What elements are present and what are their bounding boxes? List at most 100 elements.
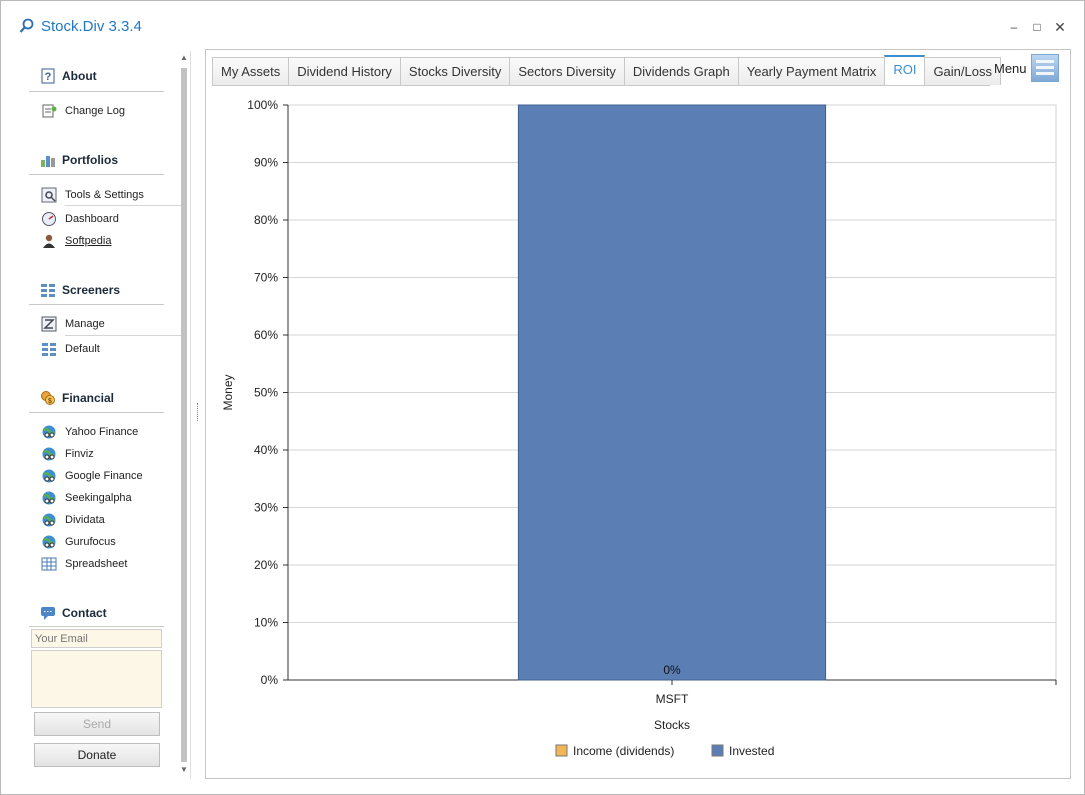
sidebar-item-label: Google Finance [65,470,143,482]
globe-icon [42,425,56,439]
scroll-down-icon[interactable]: ▼ [180,765,188,774]
email-field[interactable] [31,629,162,648]
user-icon [43,234,55,248]
sidebar-item-label: Default [65,343,100,355]
tab-yearly-payment-matrix[interactable]: Yearly Payment Matrix [737,57,886,85]
panel-splitter[interactable] [197,403,199,421]
sidebar-item-gurufocus[interactable]: Gurufocus [41,533,116,551]
legend-label: Income (dividends) [573,744,674,758]
sidebar-item-label: Softpedia [65,235,112,247]
message-textarea[interactable] [31,650,162,708]
send-button[interactable]: Send [34,712,160,736]
sidebar-item-label: Change Log [65,105,125,117]
scroll-up-icon[interactable]: ▲ [180,53,188,62]
svg-text:?: ? [45,71,52,83]
tab-sectors-diversity[interactable]: Sectors Diversity [509,57,625,85]
portfolio-icon [41,156,55,167]
divider [29,91,164,92]
manage-icon [41,316,57,332]
changelog-icon [42,104,57,118]
divider [29,174,164,175]
legend-label: Invested [729,744,774,758]
divider [29,304,164,305]
tab-divider [212,85,990,86]
sidebar-item-finviz[interactable]: Finviz [41,445,94,463]
sidebar-item-softpedia[interactable]: Softpedia [41,232,111,250]
sidebar-item-label: Dashboard [65,213,119,225]
tab-roi[interactable]: ROI [884,55,926,85]
sidebar-item-change-log[interactable]: Change Log [41,102,125,120]
scrollbar-track [190,51,191,779]
y-tick-label: 80% [254,213,278,227]
divider [65,335,183,336]
sidebar-item-google-finance[interactable]: Google Finance [41,467,143,485]
x-axis-label: Stocks [654,718,690,732]
globe-icon [42,491,56,505]
sidebar-item-label: Tools & Settings [65,189,144,201]
section-about-label: About [62,69,97,83]
section-screeners-label: Screeners [62,283,121,297]
main-panel: My Assets Dividend History Stocks Divers… [205,49,1071,779]
sidebar-item-label: Finviz [65,448,94,460]
globe-icon [42,469,56,483]
y-tick-label: 40% [254,443,278,457]
y-tick-label: 0% [261,673,279,687]
menu-icon-bar [1036,72,1054,75]
tab-gain-loss[interactable]: Gain/Loss [924,57,1001,85]
divider [65,205,183,206]
donate-button[interactable]: Donate [34,743,160,767]
y-tick-label: 50% [254,386,278,400]
x-tick-label: MSFT [656,692,689,706]
tools-icon [41,187,57,203]
title-bar: Stock.Div 3.3.4 – □ ✕ [1,1,1084,41]
minimize-button[interactable]: – [1010,20,1018,34]
legend-swatch [555,744,568,757]
scrollbar-thumb[interactable] [181,68,187,762]
sidebar-item-dividata[interactable]: Dividata [41,511,105,529]
section-financial-label: Financial [62,391,115,405]
tab-bar: My Assets Dividend History Stocks Divers… [212,55,1001,85]
sidebar-item-label: Dividata [65,514,105,526]
menu-icon-bar [1036,60,1054,63]
y-tick-label: 10% [254,616,278,630]
svg-text:$: $ [48,398,52,405]
section-financial[interactable]: $ Financial [29,389,165,407]
globe-icon [42,513,56,527]
section-portfolios[interactable]: Portfolios [29,151,165,169]
section-portfolios-label: Portfolios [62,153,118,167]
coins-icon: $ [41,391,55,405]
y-axis-label: Money [221,374,235,410]
section-contact[interactable]: Contact [29,604,165,622]
y-tick-label: 60% [254,328,278,342]
tab-my-assets[interactable]: My Assets [212,57,290,85]
close-button[interactable]: ✕ [1054,19,1066,35]
tab-dividends-graph[interactable]: Dividends Graph [623,57,739,85]
sidebar-item-spreadsheet[interactable]: Spreadsheet [41,555,127,573]
tab-dividend-history[interactable]: Dividend History [288,57,401,85]
sidebar-item-dashboard[interactable]: Dashboard [41,210,119,228]
app-icon [19,18,34,33]
roi-chart: 0% 10% 20% 30% 40% 50% 60% 70% 80% 90% 100% MSFT 0% S… [221,98,1057,758]
maximize-button[interactable]: □ [1033,20,1041,34]
section-about[interactable]: ? About [29,67,165,85]
sidebar-item-manage[interactable]: Manage [41,315,105,333]
bar-invested [517,104,827,681]
divider [29,626,164,627]
legend-swatch [711,744,724,757]
sidebar: ? About Change Log Portfolios Tools & Se… [29,59,183,779]
section-screeners[interactable]: Screeners [29,281,165,299]
sidebar-scrollbar[interactable]: ▲ ▼ [177,51,191,779]
sidebar-item-label: Yahoo Finance [65,426,139,438]
menu-button[interactable] [1031,54,1059,82]
window-title: Stock.Div 3.3.4 [41,18,142,35]
help-icon: ? [41,68,55,84]
sidebar-item-default[interactable]: Default [41,340,100,358]
sidebar-item-seekingalpha[interactable]: Seekingalpha [41,489,132,507]
y-tick-label: 90% [254,156,278,170]
y-tick-label: 20% [254,558,278,572]
sidebar-item-tools-settings[interactable]: Tools & Settings [41,186,144,204]
sidebar-item-yahoo-finance[interactable]: Yahoo Finance [41,423,138,441]
sidebar-item-label: Manage [65,318,105,330]
tab-stocks-diversity[interactable]: Stocks Diversity [399,57,511,85]
